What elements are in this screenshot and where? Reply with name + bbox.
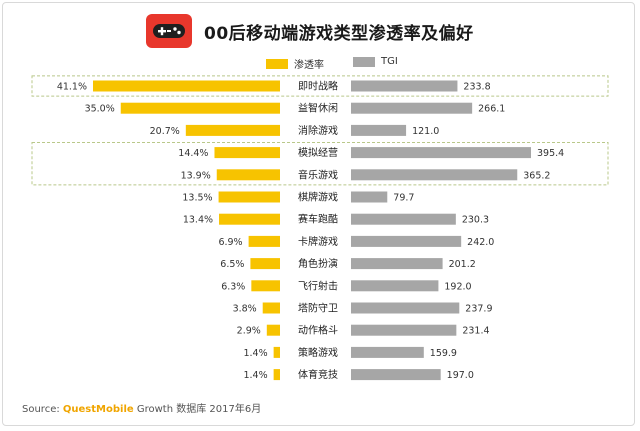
legend-swatch-penetration — [266, 58, 288, 69]
tgi-label: 79.7 — [393, 193, 414, 204]
highlight-box-1 — [31, 75, 609, 97]
tgi-label: 242.0 — [467, 237, 494, 248]
tgi-label: 365.2 — [523, 170, 550, 181]
legend-label-penetration: 渗透率 — [294, 60, 324, 71]
tgi-bar — [351, 80, 458, 92]
penetration-bar — [273, 369, 280, 381]
chart-header: 00后移动端游戏类型渗透率及偏好 — [146, 14, 474, 48]
highlight-box-2 — [31, 142, 609, 186]
tgi-bar — [351, 369, 441, 381]
category-label: 模拟经营 — [298, 146, 338, 159]
penetration-label: 1.4% — [243, 348, 267, 359]
penetration-bar — [248, 235, 280, 247]
chart-legend: 渗透率 TGI — [0, 56, 640, 71]
penetration-bar — [185, 124, 280, 136]
tgi-bar — [351, 346, 424, 358]
penetration-label: 6.9% — [218, 237, 242, 248]
category-label: 即时战略 — [298, 80, 338, 93]
tgi-bar — [351, 235, 462, 247]
penetration-label: 13.5% — [182, 193, 212, 204]
source-note: Source: QuestMobile Growth 数据库 2017年6月 — [22, 400, 261, 415]
penetration-bar — [251, 280, 280, 292]
penetration-bar — [266, 324, 280, 336]
category-label: 动作格斗 — [298, 324, 338, 337]
tgi-label: 395.4 — [537, 148, 564, 159]
tgi-bar — [351, 124, 407, 136]
category-label: 飞行射击 — [298, 279, 338, 292]
penetration-label: 1.4% — [243, 370, 267, 381]
penetration-label: 20.7% — [150, 126, 180, 137]
category-label: 策略游戏 — [298, 346, 338, 359]
category-label: 棋牌游戏 — [298, 191, 338, 204]
tgi-label: 159.9 — [430, 348, 457, 359]
penetration-label: 6.3% — [221, 281, 245, 292]
penetration-label: 6.5% — [220, 259, 244, 270]
tgi-bar — [351, 324, 457, 336]
tgi-bar — [351, 147, 531, 159]
penetration-label: 13.4% — [183, 215, 213, 226]
source-prefix: Source: — [22, 404, 60, 415]
tgi-bar — [351, 191, 388, 203]
source-brand: QuestMobile — [62, 404, 134, 415]
category-label: 音乐游戏 — [298, 168, 338, 181]
tgi-bar — [351, 302, 460, 314]
legend-label-tgi: TGI — [381, 56, 398, 67]
penetration-label: 14.4% — [178, 148, 208, 159]
penetration-bar — [250, 258, 280, 270]
penetration-bar — [120, 102, 280, 114]
category-label: 消除游戏 — [298, 124, 338, 137]
penetration-bar — [93, 80, 280, 92]
tgi-label: 266.1 — [478, 104, 505, 115]
chart-frame — [2, 2, 635, 426]
gamepad-icon — [146, 14, 192, 48]
penetration-label: 2.9% — [237, 326, 261, 337]
tgi-label: 201.2 — [449, 259, 476, 270]
penetration-bar — [262, 302, 280, 314]
penetration-label: 41.1% — [57, 82, 87, 93]
tgi-label: 237.9 — [465, 304, 492, 315]
chart-title: 00后移动端游戏类型渗透率及偏好 — [204, 23, 474, 44]
tgi-label: 231.4 — [462, 326, 489, 337]
penetration-label: 3.8% — [233, 304, 257, 315]
tgi-bar — [351, 258, 443, 270]
tgi-bar — [351, 169, 518, 181]
tgi-label: 230.3 — [462, 215, 489, 226]
legend-item-penetration: 渗透率 — [266, 56, 324, 71]
tgi-label: 121.0 — [412, 126, 439, 137]
source-suffix: Growth 数据库 2017年6月 — [136, 404, 262, 415]
category-label: 角色扮演 — [298, 257, 338, 270]
legend-swatch-tgi — [353, 56, 375, 67]
category-label: 体育竞技 — [298, 368, 338, 381]
tgi-bar — [351, 102, 473, 114]
penetration-bar — [218, 191, 280, 203]
penetration-label: 35.0% — [85, 104, 115, 115]
tgi-label: 197.0 — [447, 370, 474, 381]
category-label: 赛车跑酷 — [298, 213, 338, 226]
penetration-label: 13.9% — [181, 170, 211, 181]
penetration-bar — [214, 147, 280, 159]
category-label: 卡牌游戏 — [298, 235, 338, 248]
category-label: 塔防守卫 — [298, 302, 338, 315]
penetration-bar — [273, 346, 280, 358]
penetration-bar — [216, 169, 280, 181]
tgi-label: 192.0 — [444, 281, 471, 292]
penetration-bar — [219, 213, 280, 225]
category-label: 益智休闲 — [298, 102, 338, 115]
tgi-bar — [351, 280, 439, 292]
legend-item-tgi: TGI — [353, 56, 398, 67]
tgi-bar — [351, 213, 456, 225]
tgi-label: 233.8 — [463, 82, 490, 93]
